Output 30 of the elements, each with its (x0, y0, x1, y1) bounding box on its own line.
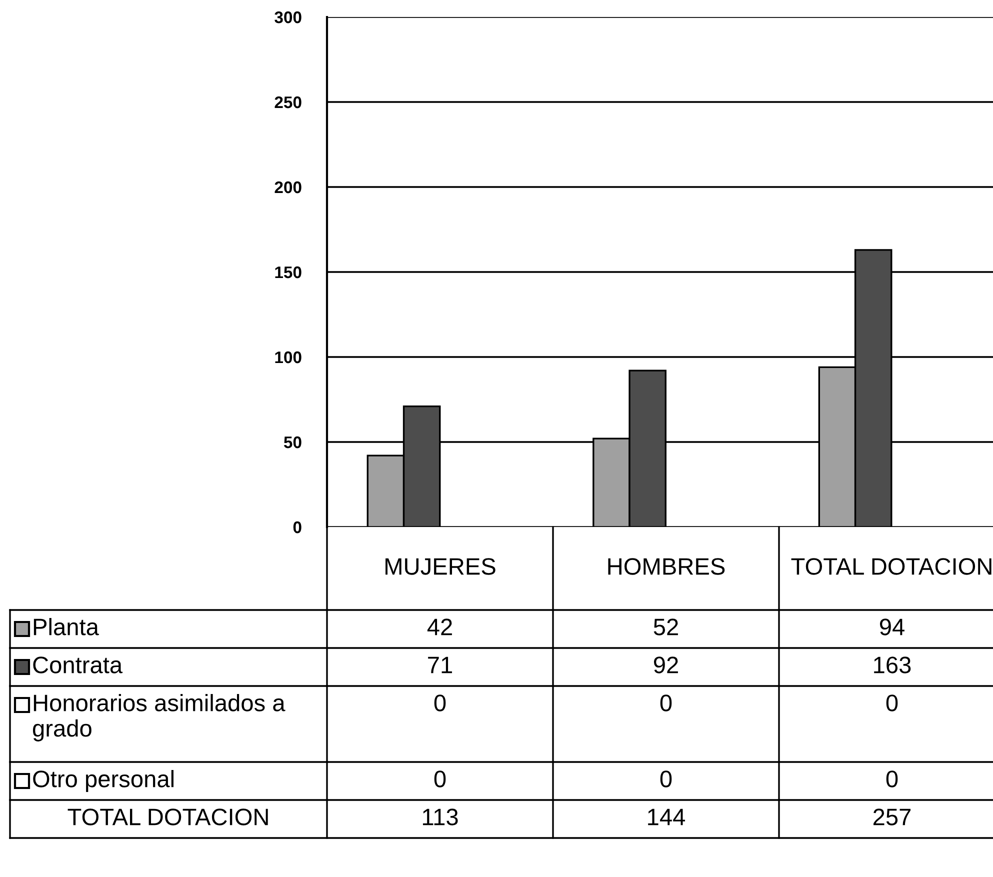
data-label: 94 (880, 618, 904, 636)
legend-label: Contrata (33, 656, 123, 674)
data-label: 71 (428, 656, 452, 674)
text: TOTAL DOTACION (68, 808, 268, 826)
data-label: 92 (654, 656, 678, 674)
y-tick-label: 100 (275, 351, 302, 364)
text: 113 (422, 808, 458, 826)
y-tick-label: 300 (274, 11, 302, 24)
y-tick-label: 250 (274, 96, 302, 108)
data-label: 0 (886, 770, 898, 788)
text: 257 (873, 808, 911, 826)
data-label: 42 (427, 618, 452, 636)
y-tick-label: 150 (275, 266, 302, 278)
data-label: 52 (654, 618, 678, 636)
data-label: 0 (886, 694, 898, 712)
legend-label: Otro personal (33, 770, 174, 792)
data-label: 0 (660, 770, 672, 788)
x-tick-label: TOTAL DOTACION (791, 558, 992, 575)
legend-label: Honorarios asimilados a grado (32, 694, 286, 742)
x-tick-label: MUJERES (386, 558, 496, 575)
y-tick-label: 0 (293, 521, 302, 534)
y-tick-label: 50 (284, 436, 302, 448)
data-label: 0 (434, 694, 446, 712)
text: 144 (648, 808, 686, 826)
data-label: 0 (434, 770, 446, 788)
y-tick-label: 200 (274, 181, 302, 194)
data-label: 0 (660, 694, 672, 712)
legend-label: Planta (34, 618, 99, 636)
data-label: 163 (874, 656, 911, 674)
x-tick-label: HOMBRES (608, 558, 725, 575)
